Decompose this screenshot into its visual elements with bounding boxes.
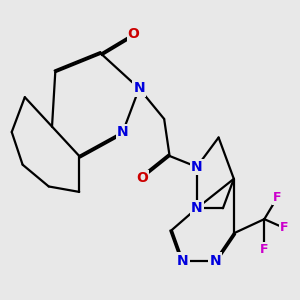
Text: O: O — [128, 27, 140, 41]
Text: N: N — [177, 254, 188, 268]
Text: N: N — [191, 201, 202, 215]
Text: F: F — [273, 191, 282, 204]
Text: N: N — [191, 160, 202, 174]
Text: F: F — [280, 221, 288, 234]
Text: F: F — [260, 243, 269, 256]
Text: N: N — [209, 254, 221, 268]
Text: N: N — [133, 82, 145, 95]
Text: O: O — [136, 171, 148, 185]
Text: N: N — [117, 125, 129, 139]
